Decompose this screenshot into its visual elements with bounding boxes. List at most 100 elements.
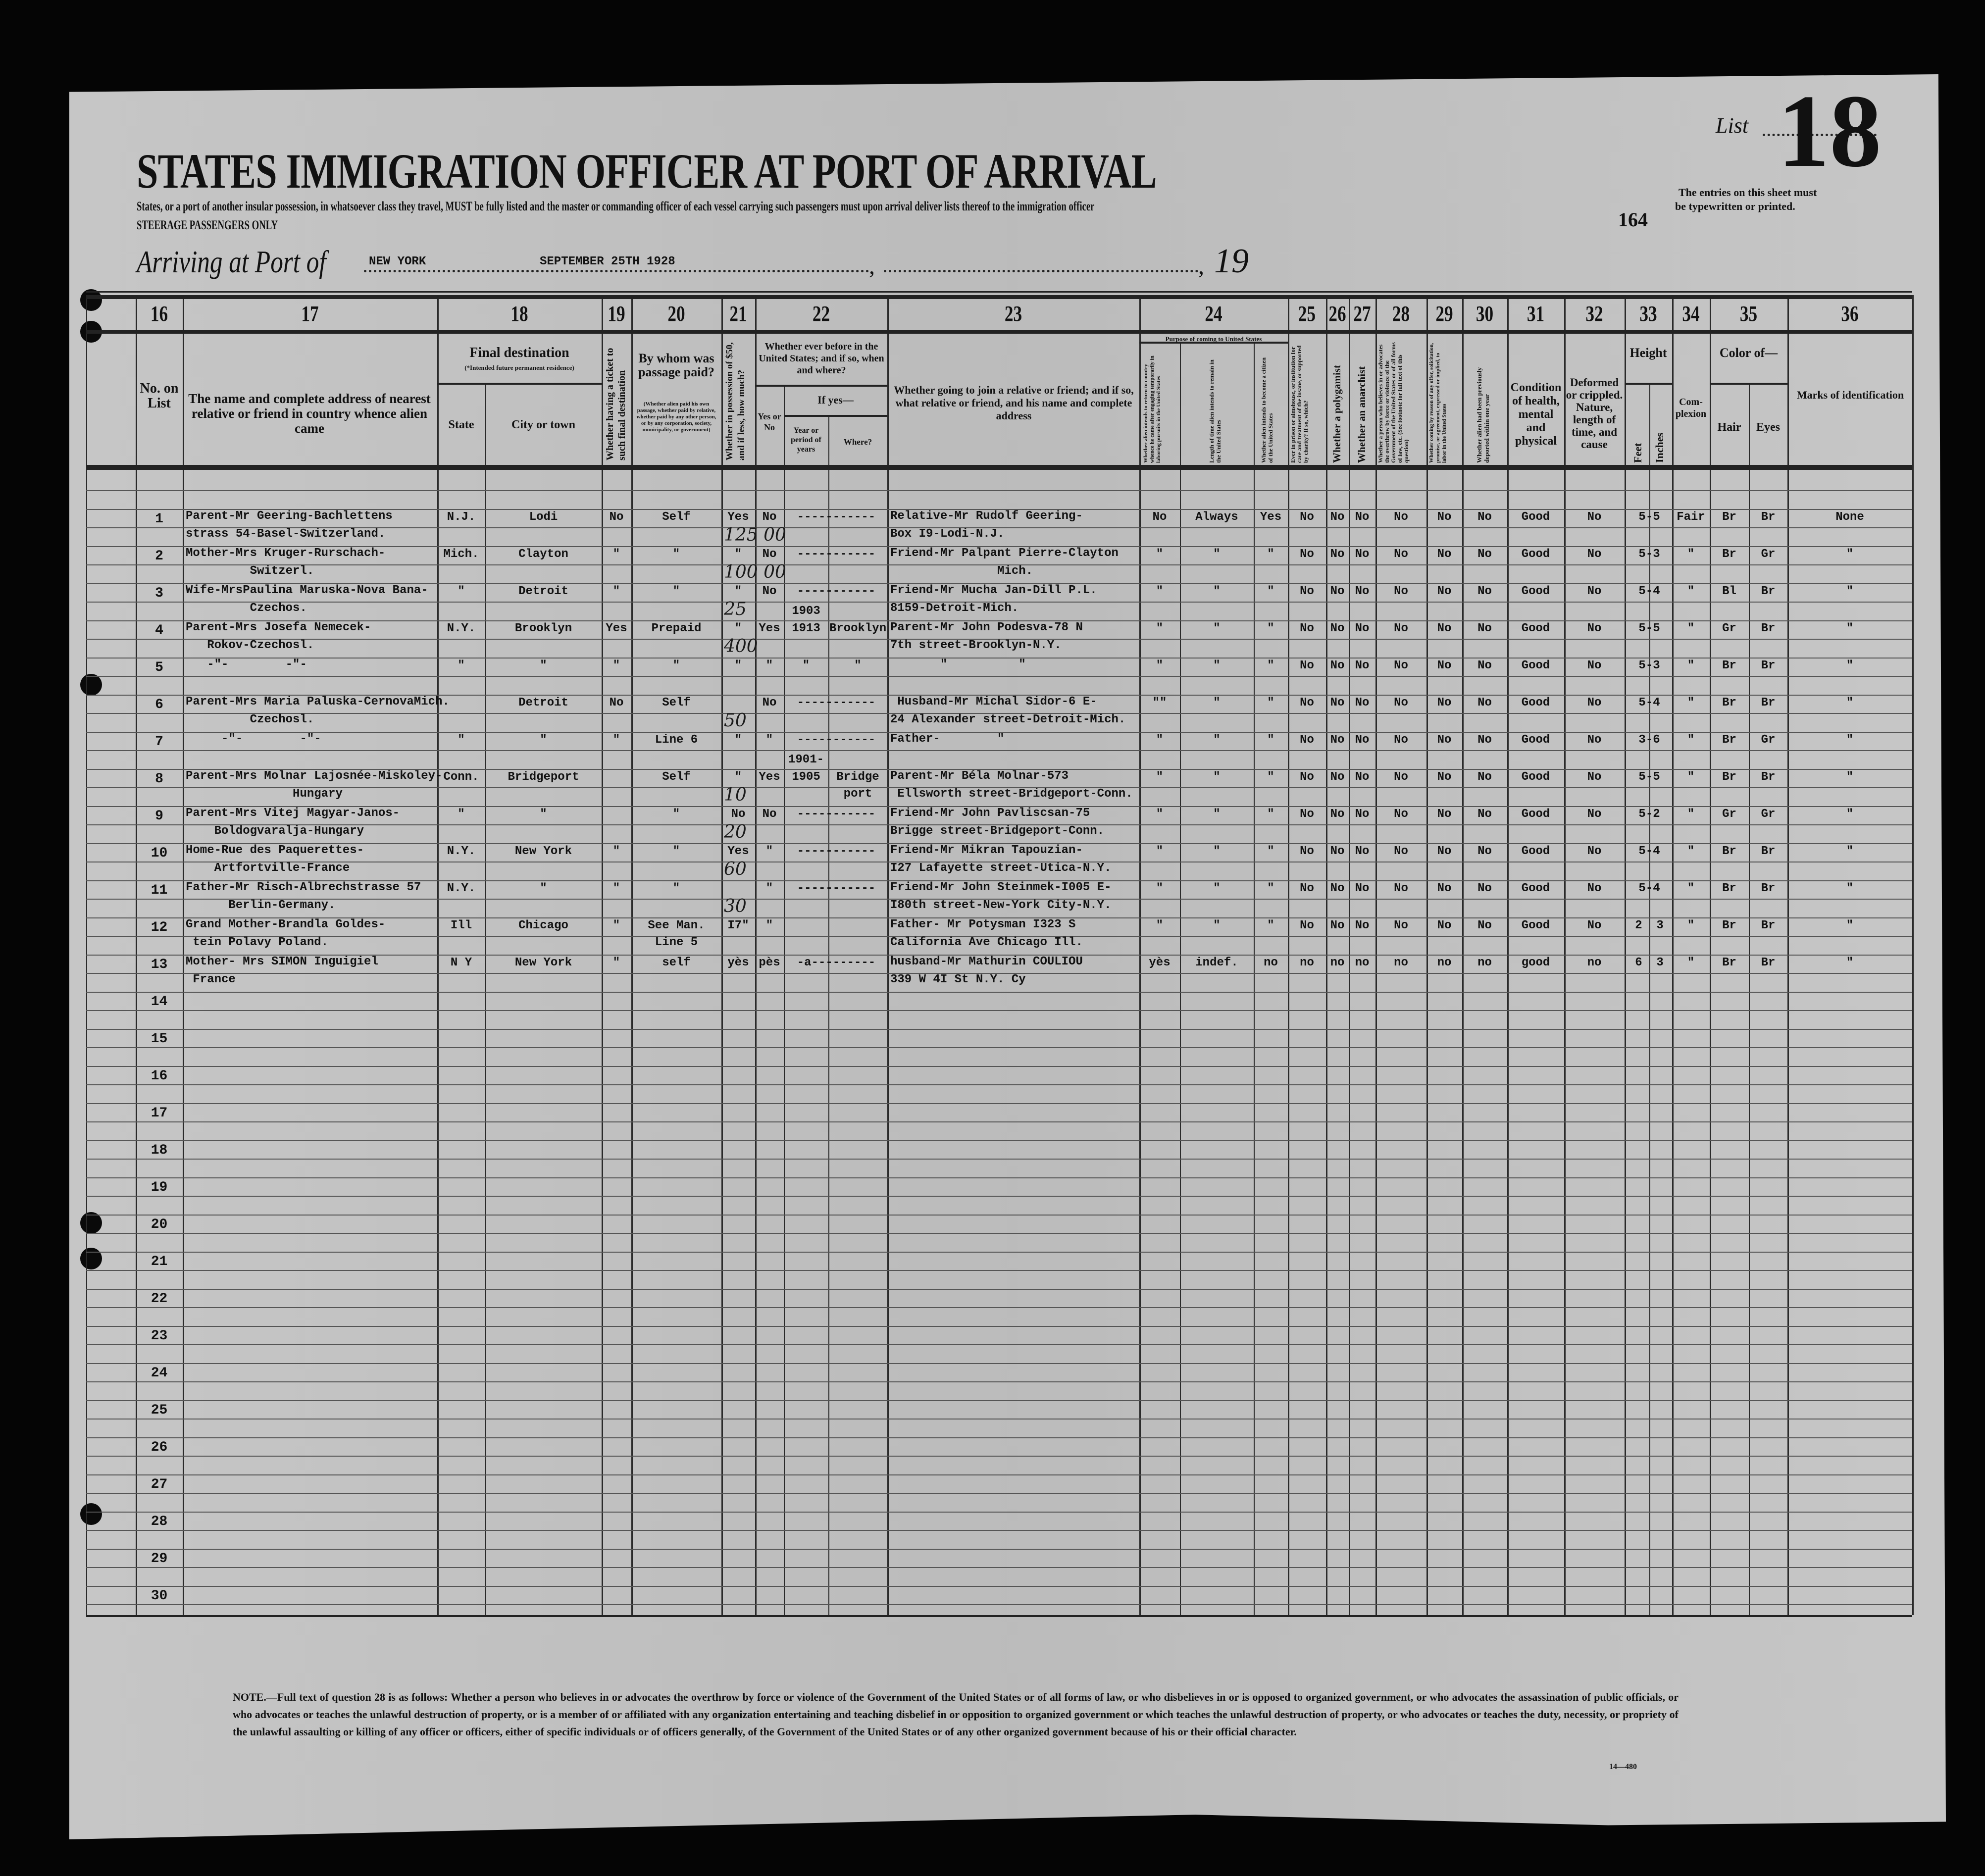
cell-citizen: " bbox=[1267, 585, 1274, 598]
row-rule bbox=[86, 1493, 1912, 1494]
joining-relative: " " bbox=[890, 658, 1026, 671]
cell-state: " bbox=[458, 733, 465, 747]
column-number: 27 bbox=[1353, 302, 1371, 326]
joining-relative: California Ave Chicago Ill. bbox=[890, 936, 1083, 949]
footnote: NOTE.—Full text of question 28 is as fol… bbox=[233, 1691, 1679, 1738]
cell-ret: " bbox=[1156, 882, 1164, 895]
cell-height: 5-4 bbox=[1638, 696, 1660, 710]
cell-hair: Br bbox=[1722, 696, 1736, 710]
cell-before: pès bbox=[759, 956, 780, 969]
cell-q27: No bbox=[1355, 733, 1370, 747]
header-deported: Whether alien had been previously deport… bbox=[1476, 367, 1490, 463]
header-city: City or town bbox=[511, 418, 575, 431]
cell-complexion: " bbox=[1687, 845, 1695, 858]
cell-q30: No bbox=[1477, 622, 1492, 635]
joining-relative: husband-Mr Mathurin COULIOU bbox=[890, 955, 1083, 968]
relative-address: Wife-MrsPaulina Maruska-Nova Bana- bbox=[186, 584, 428, 597]
cell-q29: No bbox=[1437, 659, 1452, 672]
cell-paid: Prepaid bbox=[651, 622, 702, 635]
form-title: STATES IMMIGRATION OFFICER AT PORT OF AR… bbox=[137, 144, 1157, 199]
row-rule bbox=[86, 731, 1912, 733]
cell-q27: no bbox=[1355, 956, 1370, 969]
cell-marks: " bbox=[1846, 808, 1854, 821]
joining-relative: 7th street-Brooklyn-N.Y. bbox=[890, 639, 1062, 652]
cell-cond: Good bbox=[1521, 733, 1550, 747]
cell-citizen: " bbox=[1267, 659, 1274, 672]
cell-q29: no bbox=[1437, 956, 1452, 969]
cell-before: No bbox=[762, 808, 777, 821]
cell-q27: No bbox=[1355, 548, 1370, 561]
sub-column-rule bbox=[828, 415, 829, 1615]
port-value: NEW YORK bbox=[369, 255, 426, 268]
column-number: 32 bbox=[1585, 302, 1603, 326]
cell-years: 1901- bbox=[788, 753, 824, 766]
cell-q28: No bbox=[1394, 882, 1408, 895]
joining-relative: 24 Alexander street-Detroit-Mich. bbox=[890, 713, 1126, 726]
header-rule bbox=[86, 465, 1912, 469]
cell-ticket: " bbox=[612, 845, 620, 858]
cell-q30: No bbox=[1477, 733, 1492, 747]
column-number: 21 bbox=[729, 302, 747, 326]
row-rule bbox=[86, 1419, 1912, 1420]
cell-years: ----------- bbox=[797, 733, 876, 747]
cell-q26: No bbox=[1330, 808, 1345, 821]
cell-complexion: " bbox=[1687, 808, 1695, 821]
row-number: 6 bbox=[155, 697, 163, 712]
cell-q25: No bbox=[1300, 919, 1314, 932]
cell-eyes: Br bbox=[1761, 622, 1776, 635]
cell-height: 5-5 bbox=[1638, 622, 1660, 635]
cell-q29: No bbox=[1437, 770, 1452, 784]
cell-money: " bbox=[734, 733, 742, 747]
row-number: 8 bbox=[155, 771, 163, 787]
punch-hole bbox=[80, 1248, 102, 1269]
row-rule bbox=[86, 899, 1912, 900]
punch-hole bbox=[80, 289, 102, 311]
cell-deformed: No bbox=[1587, 585, 1602, 598]
row-rule bbox=[86, 1177, 1912, 1178]
header-fifty-dollars: Whether in possession of $50, and if les… bbox=[724, 342, 747, 460]
joining-relative: Box I9-Lodi-N.J. bbox=[890, 527, 1005, 541]
cell-city: " bbox=[540, 808, 547, 821]
cell-ticket: " bbox=[612, 659, 620, 672]
row-number: 16 bbox=[151, 1068, 168, 1084]
relative-address: Parent-Mrs Maria Paluska-CernovaMich. bbox=[186, 695, 450, 709]
cell-hair: Br bbox=[1722, 548, 1736, 561]
cell-where: " bbox=[854, 659, 862, 672]
cell-marks: " bbox=[1846, 956, 1854, 969]
joining-relative: Friend-Mr Mucha Jan-Dill P.L. bbox=[890, 584, 1097, 597]
row-rule bbox=[86, 1047, 1912, 1048]
relative-address: Mother- Mrs SIMON Inguigiel bbox=[186, 955, 378, 968]
row-number: 10 bbox=[151, 846, 168, 861]
cell-citizen: " bbox=[1267, 808, 1274, 821]
cell-state: Conn. bbox=[443, 770, 479, 784]
cell-city: " bbox=[540, 733, 547, 747]
cell-ret: " bbox=[1156, 622, 1164, 635]
handwritten-amount: 50 bbox=[724, 710, 747, 731]
cell-paid: " bbox=[672, 659, 680, 672]
relative-address: -"- -"- bbox=[186, 732, 321, 746]
list-note: be typewritten or printed. bbox=[1675, 200, 1795, 212]
header-nearest-relative: The name and complete address of nearest… bbox=[188, 391, 431, 436]
cell-ticket: Yes bbox=[606, 622, 627, 635]
punch-hole bbox=[80, 674, 102, 696]
cell-height: 2 3 bbox=[1635, 919, 1664, 932]
row-rule bbox=[86, 1121, 1912, 1122]
row-rule bbox=[86, 750, 1912, 751]
row-rule bbox=[86, 806, 1912, 807]
cell-q30: No bbox=[1477, 808, 1492, 821]
cell-city: Detroit bbox=[518, 696, 568, 710]
cell-q27: No bbox=[1355, 510, 1370, 524]
cell-money: yès bbox=[727, 956, 749, 969]
cell-eyes: Gr bbox=[1761, 733, 1776, 747]
row-number: 28 bbox=[151, 1514, 168, 1529]
handwritten-amount: 60 bbox=[724, 859, 747, 879]
cell-q27: No bbox=[1355, 585, 1370, 598]
cell-money: " bbox=[734, 659, 742, 672]
cell-eyes: Gr bbox=[1761, 808, 1776, 821]
cell-hair: Br bbox=[1722, 845, 1736, 858]
row-rule bbox=[86, 620, 1912, 621]
cell-where: Brooklyn bbox=[829, 622, 887, 635]
row-number: 2 bbox=[155, 549, 163, 564]
year-prefix: 19 bbox=[1214, 242, 1249, 280]
joining-relative: 8159-Detroit-Mich. bbox=[890, 602, 1019, 615]
